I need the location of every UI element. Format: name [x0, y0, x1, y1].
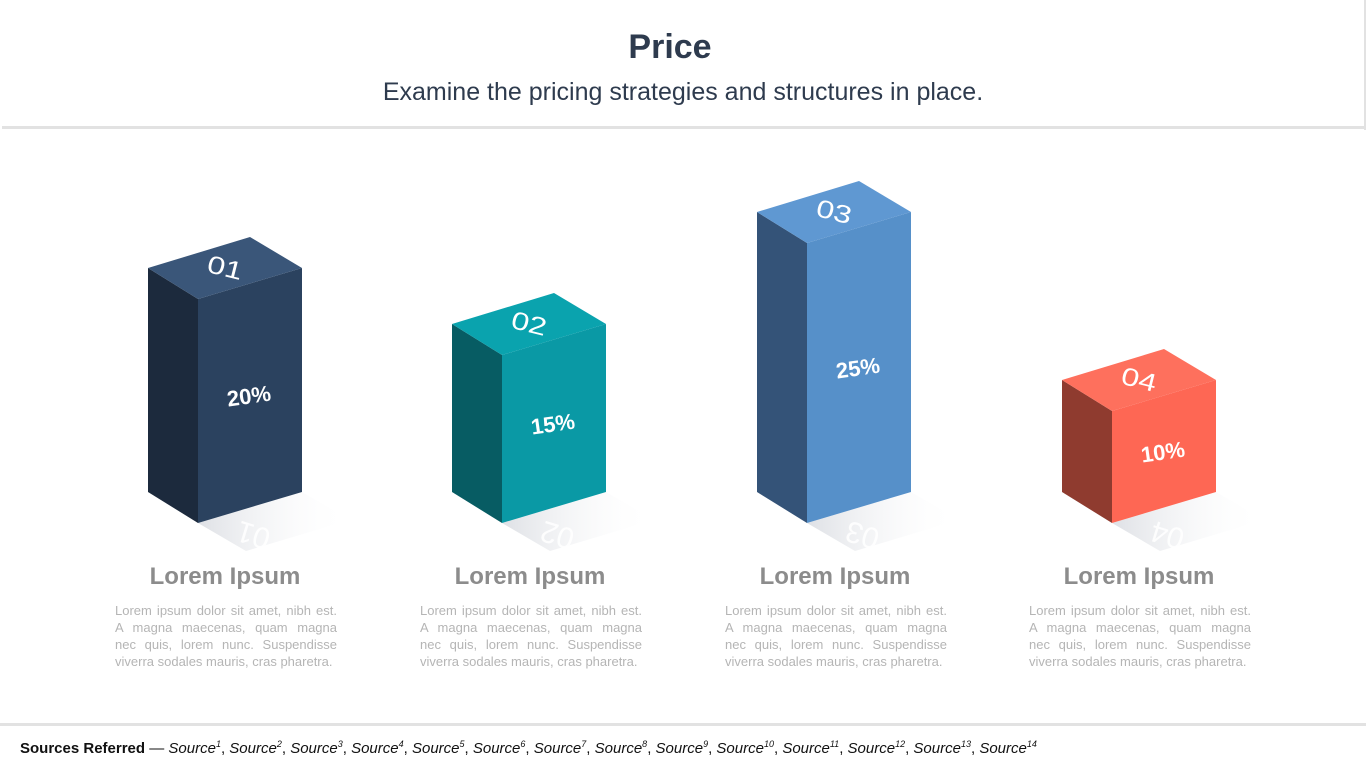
bar-percent-label-3: 25% [834, 353, 881, 384]
bar-front-4 [1112, 380, 1216, 523]
bar-shadow-3 [807, 492, 959, 551]
source-item-11[interactable]: Source11 [782, 739, 840, 757]
source-item-4[interactable]: Source4 [351, 739, 404, 757]
page-subtitle: Examine the pricing strategies and struc… [382, 78, 984, 106]
source-item-2[interactable]: Source2 [229, 739, 282, 757]
bar-percent-label-4: 10% [1139, 437, 1186, 468]
bar-top-1 [148, 237, 302, 299]
card-title-3: Lorem Ipsum [759, 563, 911, 590]
source-item-1[interactable]: Source1 [168, 739, 221, 757]
source-item-9[interactable]: Source9 [655, 739, 709, 757]
source-item-5[interactable]: Source5 [411, 739, 465, 757]
footer-divider [0, 723, 1366, 726]
bar-front-3 [807, 212, 911, 523]
source-item-12[interactable]: Source12 [847, 739, 906, 757]
header-divider [2, 126, 1364, 129]
source-item-13[interactable]: Source13 [913, 739, 971, 757]
source-item-10[interactable]: Source10 [716, 739, 774, 757]
bar-front-2 [502, 324, 606, 523]
source-item-7[interactable]: Source7 [533, 739, 587, 757]
card-title-1: Lorem Ipsum [149, 563, 301, 590]
source-item-6[interactable]: Source6 [472, 739, 526, 757]
sources-label: Sources Referred [20, 740, 146, 757]
bar-percent-label-1: 20% [225, 381, 272, 412]
card-description-2: Lorem ipsum dolor sit amet, nibh est. A … [420, 603, 642, 669]
bar-shadow-1 [198, 492, 350, 551]
bar-side-3 [757, 212, 807, 523]
page-title: Price [628, 28, 712, 66]
sources-referred: Sources Referred — Source1, Source2, Sou… [20, 739, 1037, 757]
header-right-edge [1364, 0, 1366, 130]
bar-front-1 [198, 268, 302, 523]
source-item-3[interactable]: Source3 [290, 739, 343, 757]
bar-side-4 [1062, 380, 1112, 523]
card-description-3: Lorem ipsum dolor sit amet, nibh est. A … [725, 603, 947, 669]
bar-side-1 [148, 268, 198, 523]
card-title-4: Lorem Ipsum [1063, 563, 1215, 590]
bar-shadow-2 [502, 492, 654, 551]
bar-side-2 [452, 324, 502, 523]
card-description-4: Lorem ipsum dolor sit amet, nibh est. A … [1029, 603, 1251, 669]
card-description-1: Lorem ipsum dolor sit amet, nibh est. A … [115, 603, 337, 669]
bar-top-4 [1062, 349, 1216, 411]
bar-top-3 [757, 181, 911, 243]
source-item-14[interactable]: Source14 [979, 739, 1037, 757]
bar-shadow-4 [1112, 492, 1264, 551]
sources-dash: — [149, 740, 165, 757]
card-title-2: Lorem Ipsum [454, 563, 606, 590]
source-list: Source1, Source2, Source3, Source4, Sour… [168, 739, 1037, 757]
bar-top-2 [452, 293, 606, 355]
source-item-8[interactable]: Source8 [594, 739, 648, 757]
bar-percent-label-2: 15% [529, 409, 576, 440]
